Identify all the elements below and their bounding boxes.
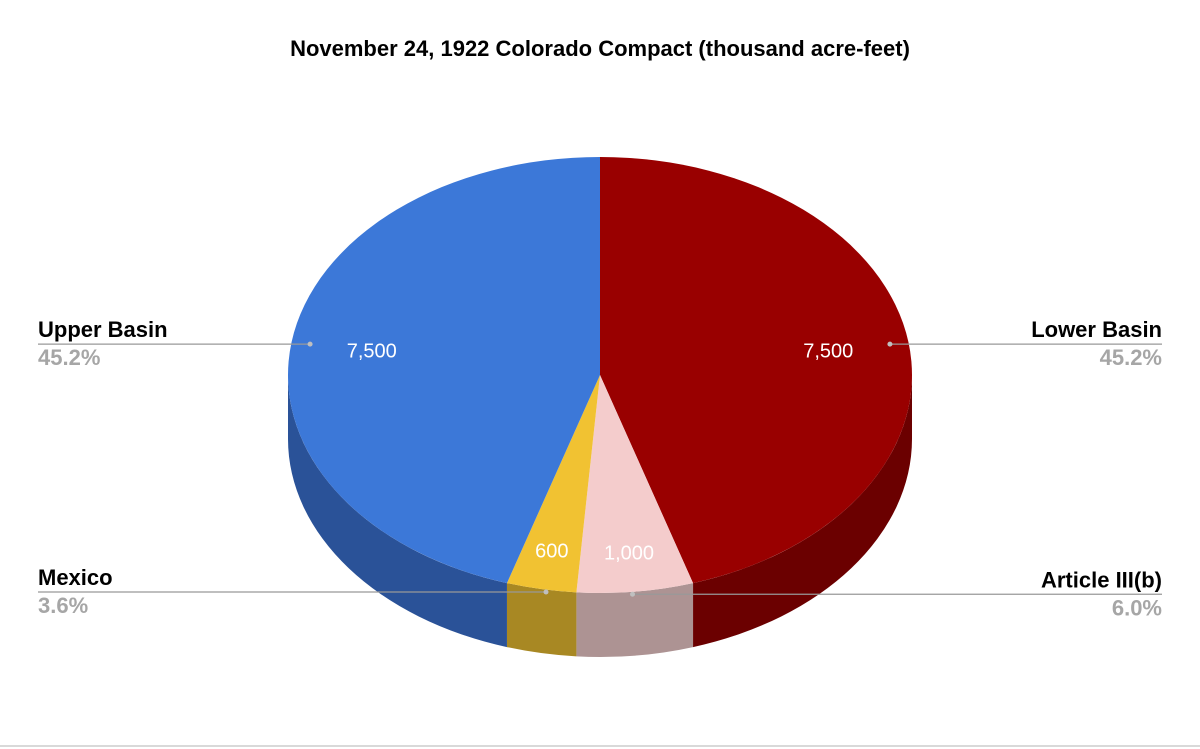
legend-percent-upper-basin: 45.2% (38, 345, 100, 370)
legend-name-lower-basin: Lower Basin (1031, 317, 1162, 342)
leader-dot-mexico (543, 589, 549, 595)
value-label-article-iii-b: 1,000 (604, 543, 654, 565)
legend-percent-article-iii-b: 6.0% (1112, 595, 1162, 620)
slice-legend-labels: Lower Basin 45.2% Article III(b) 6.0% Mexico… (38, 317, 1162, 620)
legend-name-upper-basin: Upper Basin (38, 317, 168, 342)
slice-value-labels: 7,500 1,000 600 7,500 (347, 341, 854, 565)
legend-name-article-iii-b: Article III(b) (1041, 567, 1162, 592)
slice-lower-basin (600, 157, 913, 584)
slice-side-article-iii-b (576, 583, 694, 657)
pie-slices (287, 157, 913, 593)
slice-article-iii-b (576, 375, 694, 593)
slice-side-upper-basin (288, 375, 507, 648)
value-label-mexico: 600 (535, 541, 568, 563)
legend-percent-mexico: 3.6% (38, 593, 88, 618)
value-label-lower-basin: 7,500 (803, 341, 853, 363)
slice-side-lower-basin (693, 375, 912, 648)
value-label-upper-basin: 7,500 (347, 341, 397, 363)
slice-side-mexico (506, 583, 577, 657)
legend-percent-lower-basin: 45.2% (1100, 345, 1162, 370)
leader-dot-lower-basin (887, 341, 893, 347)
slice-upper-basin (287, 157, 600, 584)
pie-side-walls (288, 375, 912, 657)
legend-name-mexico: Mexico (38, 565, 113, 590)
leader-dot-article-iii-b (630, 591, 636, 597)
chart-title: November 24, 1922 Colorado Compact (thou… (290, 36, 910, 61)
slice-mexico (506, 375, 600, 593)
leader-dot-upper-basin (307, 341, 313, 347)
